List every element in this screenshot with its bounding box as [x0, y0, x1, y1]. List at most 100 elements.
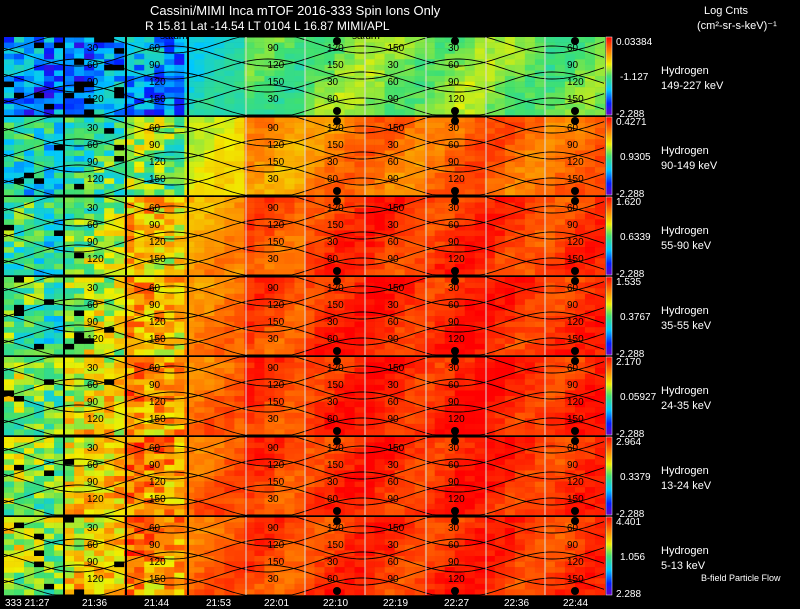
heatmap-cell [574, 412, 586, 419]
heatmap-cell [64, 459, 75, 466]
heatmap-cell [554, 401, 566, 408]
heatmap-cell [544, 133, 556, 140]
heatmap-cell [214, 258, 225, 265]
heatmap-cell [594, 373, 606, 380]
heatmap-cell [434, 343, 446, 350]
heatmap-cell [264, 117, 275, 123]
heatmap-cell [474, 423, 486, 430]
heatmap-cell [534, 167, 546, 174]
heatmap-cell [284, 48, 295, 55]
heatmap-cell [574, 156, 586, 162]
heatmap-cell [474, 81, 486, 88]
heatmap-cell [264, 310, 275, 317]
heatmap-cell [344, 172, 355, 179]
heatmap-cell [414, 98, 425, 105]
heatmap-cell [324, 396, 335, 402]
heatmap-cell [284, 481, 295, 488]
heatmap-cell [524, 343, 536, 350]
heatmap-cell [14, 343, 25, 350]
heatmap-cell [214, 213, 225, 220]
heatmap-cell [424, 42, 436, 49]
contour-label: 150 [327, 60, 344, 71]
heatmap-cell [154, 379, 165, 386]
saturn-marker [571, 117, 579, 125]
heatmap-cell [74, 76, 85, 82]
heatmap-cell [504, 349, 516, 356]
heatmap-cell [264, 332, 275, 339]
heatmap-cell [254, 42, 265, 49]
contour-label: 90 [87, 237, 99, 248]
heatmap-cell [304, 76, 315, 82]
heatmap-cell [344, 122, 355, 129]
heatmap-cell [244, 70, 255, 77]
heatmap-cell [204, 48, 215, 55]
heatmap-cell [584, 189, 596, 196]
heatmap-cell [174, 492, 185, 499]
heatmap-cell [234, 338, 245, 345]
heatmap-cell [4, 373, 15, 380]
heatmap-cell [194, 277, 205, 283]
heatmap-cell [564, 349, 576, 356]
heatmap-cell [544, 247, 556, 254]
heatmap-cell [74, 384, 85, 391]
heatmap-cell [244, 423, 255, 430]
heatmap-cell [224, 70, 235, 77]
heatmap-cell [84, 53, 95, 60]
heatmap-cell [84, 481, 95, 488]
heatmap-cell [314, 442, 325, 449]
heatmap-cell [384, 343, 395, 350]
heatmap-cell [414, 321, 425, 328]
contour-label: 30 [268, 414, 280, 425]
heatmap-cell [504, 128, 516, 135]
heatmap-cell [454, 59, 466, 66]
heatmap-cell [64, 70, 75, 77]
heatmap-cell [64, 277, 75, 283]
heatmap-cell [314, 332, 325, 339]
heatmap-cell [364, 103, 375, 110]
heatmap-cell [214, 183, 225, 190]
heatmap-cell [234, 183, 245, 190]
heatmap-cell [524, 139, 536, 146]
heatmap-cell [114, 316, 125, 322]
heatmap-cell [214, 373, 225, 380]
heatmap-cell [224, 343, 235, 350]
heatmap-cell [274, 144, 285, 151]
heatmap-cell [584, 117, 596, 123]
heatmap-cell [474, 269, 486, 276]
heatmap-cell [524, 401, 536, 408]
heatmap-cell [4, 299, 15, 306]
heatmap-cell [384, 304, 395, 311]
heatmap-cell [384, 362, 395, 369]
heatmap-cell [204, 98, 215, 105]
heatmap-cell [24, 189, 35, 196]
heatmap-cell [74, 178, 85, 185]
heatmap-cell [454, 288, 466, 295]
heatmap-cell [414, 236, 425, 242]
contour-label: 30 [327, 317, 339, 328]
heatmap-cell [344, 139, 355, 146]
heatmap-cell [374, 299, 385, 306]
heatmap-cell [254, 167, 265, 174]
heatmap-cell [154, 59, 165, 66]
heatmap-cell [184, 492, 195, 499]
heatmap-cell [74, 498, 85, 505]
heatmap-cell [574, 103, 586, 110]
heatmap-cell [444, 299, 456, 306]
heatmap-cell [364, 117, 375, 123]
heatmap-cell [74, 282, 85, 289]
heatmap-cell [94, 92, 105, 99]
heatmap-cell [294, 357, 305, 363]
heatmap-cell [354, 459, 365, 466]
heatmap-cell [584, 213, 596, 220]
heatmap-cell [384, 230, 395, 237]
heatmap-cell [394, 379, 405, 386]
heatmap-cell [184, 396, 195, 402]
heatmap-cell [104, 437, 115, 443]
heatmap-cell [304, 299, 315, 306]
heatmap-cell [254, 373, 265, 380]
heatmap-cell [554, 321, 566, 328]
heatmap-cell [94, 357, 105, 363]
heatmap-cell [284, 183, 295, 190]
heatmap-cell [574, 150, 586, 157]
heatmap-cell [94, 172, 105, 179]
